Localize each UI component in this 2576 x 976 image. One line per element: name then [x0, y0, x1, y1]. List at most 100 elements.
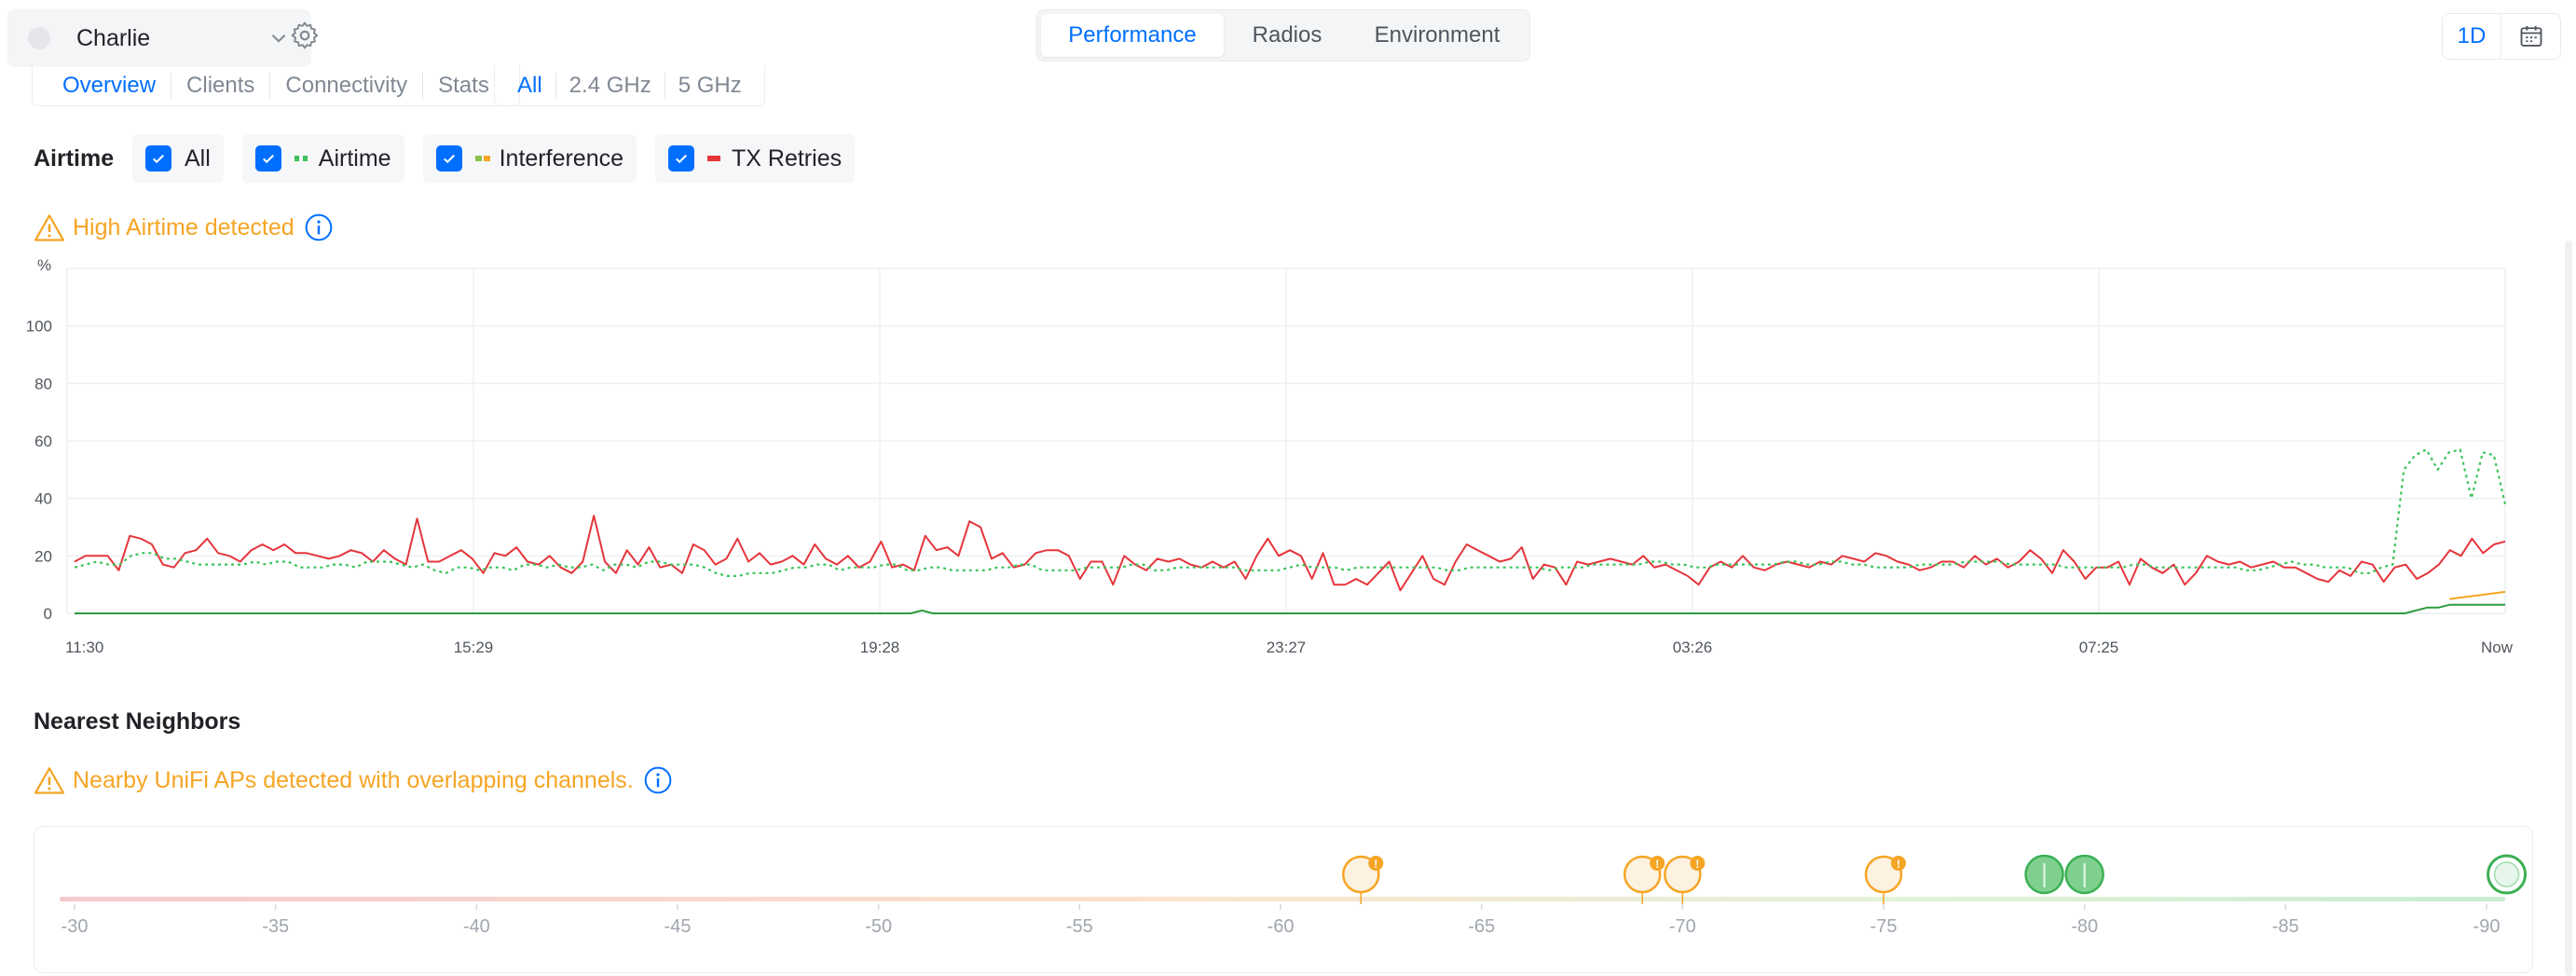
series-line-interference-high [2449, 590, 2506, 600]
subtab-overview[interactable]: Overview [48, 72, 172, 99]
airtime-chart: % 0 20 40 60 80 100 11:30 15:29 19:28 23:27 03:26… [26, 256, 2514, 656]
y-tick-labels: 0 20 40 60 80 100 [26, 318, 52, 623]
scale-label: -40 [463, 916, 490, 937]
x-tick-label: 19:28 [860, 639, 900, 656]
checkbox-icon [435, 145, 462, 172]
subtab-stats[interactable]: Stats [438, 72, 489, 98]
band-all[interactable]: All [504, 72, 556, 99]
device-status-dot [28, 27, 50, 49]
range-1d-button[interactable]: 1D [2457, 23, 2487, 48]
checkbox-icon [254, 145, 281, 172]
y-axis-unit: % [37, 256, 51, 274]
filter-interference[interactable]: Interference [422, 134, 637, 183]
legend-tx-retries-solid [707, 156, 721, 161]
y-tick-label: 60 [34, 433, 52, 450]
checkbox-icon [145, 145, 171, 172]
warning-badge-icon: ! [1655, 858, 1659, 871]
x-tick-label: 07:25 [2079, 639, 2119, 656]
warning-badge-icon: ! [1374, 858, 1377, 871]
airtime-title: Airtime [34, 145, 115, 172]
neighbor-markers: !!!! [1342, 854, 2528, 904]
gear-icon [291, 21, 319, 49]
neighbor-marker-warning[interactable]: ! [1623, 855, 1665, 904]
filter-airtime[interactable]: Airtime [241, 134, 404, 183]
subtab-connectivity[interactable]: Connectivity [270, 72, 424, 99]
warning-triangle-icon [34, 214, 65, 241]
filter-all[interactable]: All [132, 134, 224, 183]
warning-badge-icon: ! [1897, 858, 1900, 871]
scale-label: -50 [865, 916, 892, 937]
band-5ghz[interactable]: 5 GHz [678, 72, 742, 98]
scale-label: -75 [1870, 916, 1898, 937]
chevron-down-icon [271, 34, 286, 43]
page-scrollbar[interactable] [2565, 241, 2572, 976]
airtime-filters: All Airtime Interference TX Retries [132, 134, 856, 183]
chart-series [74, 448, 2507, 614]
x-tick-label: 23:27 [1267, 639, 1307, 656]
filter-tx-retries[interactable]: TX Retries [655, 134, 856, 183]
settings-button[interactable] [285, 17, 324, 54]
series-line-tx-retries [74, 515, 2506, 592]
filter-airtime-label: Airtime [318, 144, 391, 172]
subtab-clients[interactable]: Clients [171, 72, 271, 99]
y-tick-label: 20 [34, 547, 52, 565]
checkbox-icon [668, 145, 695, 172]
device-select[interactable]: Charlie [7, 9, 311, 67]
nearest-neighbors-title: Nearest Neighbors [34, 708, 241, 735]
neighbor-marker-good[interactable] [2024, 854, 2064, 895]
scale-label: -45 [665, 916, 692, 937]
scale-label: -60 [1267, 916, 1295, 937]
neighbor-marker-good[interactable] [2064, 854, 2104, 895]
filter-all-label: All [185, 144, 211, 172]
time-range-group: 1D [2442, 13, 2561, 60]
series-line-interference [75, 603, 2505, 614]
device-name: Charlie [76, 24, 151, 51]
radio-band-tabs: All 2.4 GHz 5 GHz [494, 65, 765, 106]
series-line-airtime [74, 448, 2507, 577]
high-airtime-warning: High Airtime detected [34, 213, 334, 242]
scale-label: -35 [262, 916, 289, 937]
legend-interference-dashed [474, 156, 490, 161]
scale-label: -30 [62, 916, 89, 937]
y-tick-label: 100 [26, 318, 52, 336]
scale-label: -65 [1468, 916, 1495, 937]
overview-subtabs: Overview Clients Connectivity Stats [32, 65, 520, 106]
high-airtime-warning-text: High Airtime detected [73, 213, 295, 241]
y-tick-label: 0 [44, 605, 52, 623]
neighbor-marker-good-outline[interactable] [2487, 854, 2528, 895]
scale-label: -85 [2272, 916, 2299, 937]
warning-badge-icon: ! [1695, 858, 1699, 871]
signal-scale-labels: -30 -35 -40 -45 -50 -55 -60 -65 -70 -75 -80 -85 -90 [62, 904, 2501, 937]
y-tick-label: 80 [34, 375, 52, 392]
filter-interference-label: Interference [499, 144, 624, 172]
scale-label: -80 [2071, 916, 2098, 937]
calendar-button[interactable] [2501, 14, 2560, 59]
neighbors-scale-panel [34, 826, 2533, 973]
x-tick-label: 15:29 [454, 639, 494, 656]
neighbors-signal-scale: -30 -35 -40 -45 -50 -55 -60 -65 -70 -75 -80 -85 -90 … [60, 854, 2528, 937]
x-tick-label: Now [2481, 639, 2514, 656]
scale-label: -90 [2473, 916, 2501, 937]
legend-airtime-dotted [294, 156, 308, 161]
filter-tx-retries-label: TX Retries [732, 144, 843, 172]
tab-performance[interactable]: Performance [1041, 14, 1224, 57]
overlap-warning: Nearby UniFi APs detected with overlappi… [34, 765, 673, 795]
neighbor-marker-warning[interactable]: ! [1664, 855, 1706, 904]
signal-gradient-bar [60, 897, 2505, 901]
x-tick-label: 03:26 [1673, 639, 1713, 656]
band-2-4ghz[interactable]: 2.4 GHz [556, 72, 665, 99]
main-tabs: Performance Radios Environment [1036, 9, 1530, 62]
neighbor-marker-warning[interactable]: ! [1342, 855, 1384, 904]
scale-label: -70 [1669, 916, 1696, 937]
x-tick-labels: 11:30 15:29 19:28 23:27 03:26 07:25 Now [65, 639, 2514, 656]
warning-triangle-icon [34, 767, 65, 794]
calendar-icon [2520, 25, 2542, 47]
y-tick-label: 40 [34, 490, 52, 508]
overlap-warning-text: Nearby UniFi APs detected with overlappi… [73, 766, 634, 793]
x-tick-label: 11:30 [65, 639, 103, 656]
tab-environment[interactable]: Environment [1374, 22, 1500, 48]
info-icon[interactable] [643, 765, 673, 795]
info-icon[interactable] [304, 213, 334, 242]
tab-radios[interactable]: Radios [1252, 22, 1322, 48]
neighbor-marker-warning[interactable]: ! [1864, 855, 1906, 904]
